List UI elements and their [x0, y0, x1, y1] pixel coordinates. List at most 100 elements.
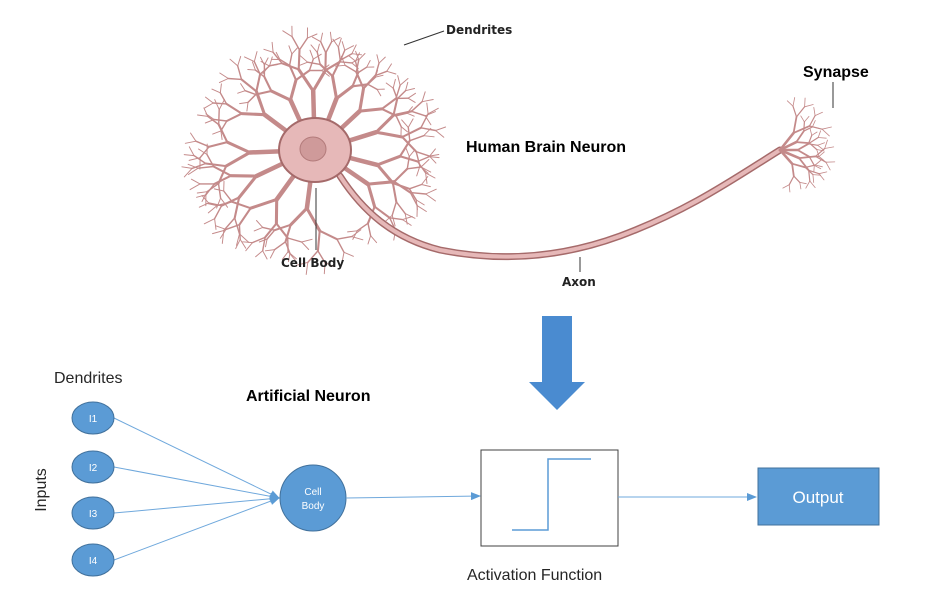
branch-segment	[374, 74, 384, 78]
branch-segment	[435, 130, 445, 138]
output-box: Output	[757, 467, 880, 526]
branch-segment	[260, 56, 265, 66]
branch-segment	[808, 136, 819, 144]
branch-segment	[254, 89, 267, 117]
input-node-label: I3	[89, 509, 98, 520]
branch-segment	[374, 113, 396, 134]
branch-segment	[217, 123, 229, 144]
branch-segment	[239, 101, 249, 105]
branch-segment	[289, 252, 297, 260]
cell-body-node-label-line1: Cell	[304, 487, 321, 498]
branch-segment	[190, 178, 201, 185]
branch-segment	[410, 110, 426, 117]
branch-segment	[330, 74, 339, 101]
branch-segment	[803, 126, 814, 132]
branch-segment	[242, 241, 253, 244]
input-node-i1: I1	[71, 401, 115, 435]
branch-segment	[795, 130, 805, 143]
branch-segment	[798, 157, 810, 172]
branch-segment	[288, 45, 293, 55]
branch-segment	[825, 161, 831, 171]
branch-segment	[237, 55, 242, 67]
branch-segment	[818, 173, 825, 181]
branch-segment	[421, 99, 434, 103]
branch-segment	[428, 148, 436, 158]
branch-segment	[197, 114, 209, 117]
branch-segment	[428, 154, 440, 157]
branch-segment	[212, 130, 222, 135]
branch-segment	[804, 166, 814, 176]
branch-segment	[262, 65, 270, 75]
branch-segment	[335, 64, 346, 67]
input-node-label: I4	[89, 556, 98, 567]
branch-segment	[817, 130, 822, 138]
branch-segment	[265, 238, 268, 248]
branch-segment	[217, 182, 222, 199]
input-node-label: I2	[89, 463, 98, 474]
branch-segment	[407, 97, 416, 103]
branch-segment	[266, 229, 276, 240]
branch-segment	[355, 70, 365, 90]
branch-segment	[423, 127, 432, 137]
branch-segment	[269, 56, 273, 67]
cell-body-label: Cell Body	[281, 256, 344, 270]
axon-label: Axon	[562, 275, 596, 289]
branch-segment	[263, 48, 274, 53]
branch-segment	[220, 197, 229, 208]
branch-segment	[221, 230, 225, 244]
branch-segment	[205, 96, 214, 104]
branch-segment	[792, 116, 798, 134]
branch-segment	[409, 134, 425, 142]
branch-segment	[284, 223, 292, 243]
branch-segment	[334, 84, 355, 101]
branch-segment	[224, 150, 252, 168]
branch-segment	[339, 61, 353, 64]
branch-segment	[187, 167, 199, 175]
branch-segment	[809, 180, 816, 189]
branch-segment	[374, 62, 380, 77]
branch-segment	[376, 54, 380, 64]
branch-segment	[425, 172, 436, 179]
branch-segment	[397, 75, 401, 86]
branch-segment	[236, 65, 243, 81]
input-edges	[113, 417, 280, 561]
branch-segment	[211, 88, 221, 94]
branch-segment	[225, 112, 243, 123]
activation-function-box	[480, 449, 619, 547]
branch-segment	[264, 222, 278, 239]
branch-segment	[251, 236, 266, 244]
branch-segment	[409, 191, 427, 195]
branch-segment	[308, 58, 315, 72]
branch-segment	[395, 201, 406, 215]
branch-segment	[252, 61, 256, 71]
branch-segment	[288, 78, 298, 102]
branch-segment	[366, 60, 371, 68]
input-node-i4: I4	[71, 543, 115, 577]
branch-segment	[325, 41, 333, 54]
branch-segment	[254, 89, 273, 96]
branch-segment	[811, 120, 816, 128]
branch-segment	[347, 230, 358, 233]
branch-segment	[799, 181, 802, 190]
branch-segment	[271, 41, 274, 53]
branch-segment	[240, 78, 258, 93]
branch-segment	[778, 140, 798, 152]
branch-segment	[214, 218, 217, 230]
branch-segment	[215, 225, 227, 230]
branch-segment	[357, 66, 368, 74]
branch-segment	[329, 31, 333, 43]
branch-segment	[336, 235, 353, 240]
branch-segment	[821, 128, 830, 137]
branch-segment	[320, 32, 323, 43]
branch-segment	[406, 112, 415, 117]
branch-segment	[818, 156, 825, 162]
branch-segment	[420, 166, 432, 173]
branch-segment	[217, 165, 228, 185]
input-dendrites-label: Dendrites	[54, 370, 122, 387]
branch-segment	[337, 46, 342, 61]
branch-segment	[791, 162, 795, 177]
branch-segment	[803, 115, 810, 123]
branch-segment	[184, 140, 197, 144]
branch-segment	[190, 132, 197, 142]
